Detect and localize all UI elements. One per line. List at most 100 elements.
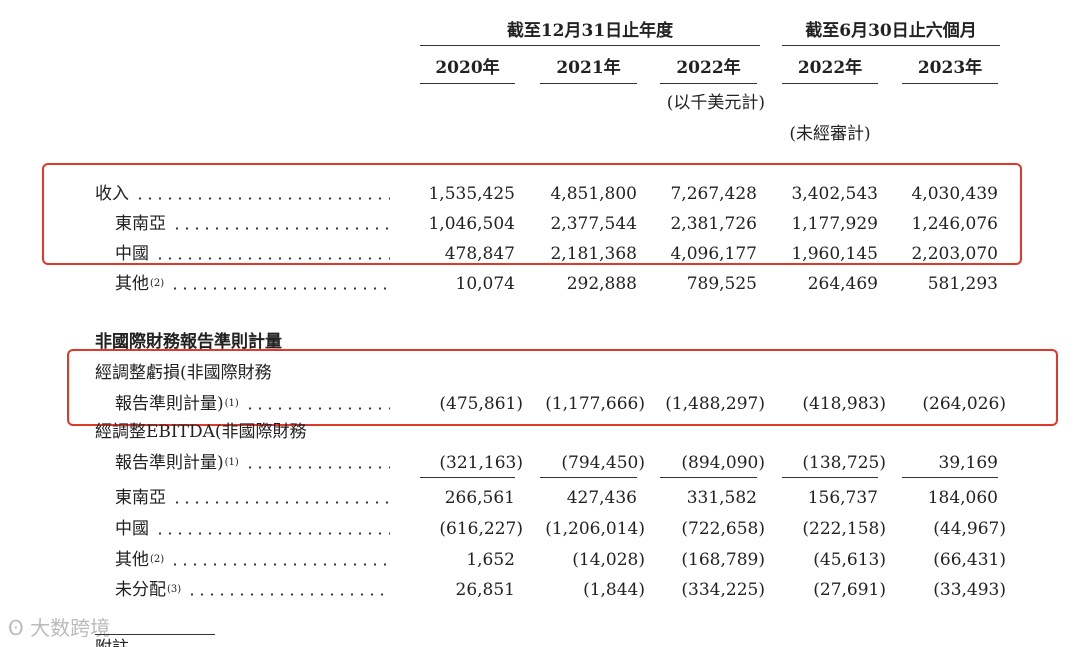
cell-value: (794,450) — [561, 453, 645, 473]
row-label: 經調整虧損(非國際財務 — [95, 363, 272, 383]
cell-value: 1,535,425 — [428, 184, 515, 204]
rule — [782, 45, 1000, 46]
cell-value: 1,046,504 — [428, 214, 515, 234]
rule — [902, 477, 998, 478]
cell-value: 478,847 — [444, 244, 515, 264]
row-label: 其他 — [115, 550, 149, 570]
highlight-box — [42, 163, 1022, 265]
cell-value: 2,181,368 — [550, 244, 637, 264]
rule — [660, 83, 757, 84]
rule — [420, 83, 515, 84]
cell-value: 1,246,076 — [911, 214, 998, 234]
row-label: 未分配 — [115, 580, 166, 600]
cell-value: 1,177,929 — [791, 214, 878, 234]
row-label: 收入 — [95, 184, 129, 204]
rule — [95, 634, 215, 635]
cell-value: (334,225) — [681, 580, 765, 600]
group-header: 截至12月31日止年度 — [506, 21, 674, 41]
table-row: 未分配 (3) — [115, 580, 390, 600]
row-label: 中國 — [115, 519, 149, 539]
cell-value: (45,613) — [813, 550, 886, 570]
rule — [420, 45, 760, 46]
table-row: 中國 — [115, 519, 390, 539]
table-row: 其他 (2) — [115, 274, 390, 294]
cell-value: 184,060 — [927, 488, 998, 508]
cell-value: 10,074 — [455, 274, 515, 294]
cell-value: 3,402,543 — [791, 184, 878, 204]
cell-value: 2,203,070 — [911, 244, 998, 264]
cell-value: (1,177,666) — [545, 394, 645, 414]
cell-value: (264,026) — [922, 394, 1006, 414]
footnote-ref: (1) — [224, 398, 239, 409]
cell-value: (44,967) — [933, 519, 1006, 539]
year-header: 2023年 — [917, 58, 983, 78]
row-label: 東南亞 — [115, 214, 166, 234]
leader-dots — [170, 563, 390, 566]
year-header: 2021年 — [556, 58, 621, 78]
cell-value: 156,737 — [807, 488, 878, 508]
rule — [782, 477, 878, 478]
cell-value: 427,436 — [566, 488, 637, 508]
rule — [902, 83, 998, 84]
cell-value: 4,030,439 — [911, 184, 998, 204]
cell-value: (168,789) — [681, 550, 765, 570]
row-label: 中國 — [115, 244, 149, 264]
cell-value: (894,090) — [681, 453, 765, 473]
year-header: 2020年 — [435, 58, 500, 78]
cell-value: 581,293 — [927, 274, 998, 294]
table-row: 報告準則計量) (1) — [115, 394, 390, 414]
row-label: 報告準則計量) — [115, 453, 224, 473]
footer-note: 附註 — [95, 638, 129, 647]
rule — [420, 477, 515, 478]
row-label: 其他 — [115, 274, 149, 294]
watermark-text: 大数跨境 — [30, 616, 111, 640]
leader-dots — [244, 466, 390, 469]
cell-value: (722,658) — [681, 519, 765, 539]
highlight-box — [67, 349, 1058, 426]
cell-value: (33,493) — [933, 580, 1006, 600]
cell-value: (1,488,297) — [665, 394, 765, 414]
row-label: 東南亞 — [115, 488, 166, 508]
cell-value: 4,096,177 — [670, 244, 757, 264]
rule — [540, 477, 637, 478]
row-label: 非國際財務報告準則計量 — [95, 332, 282, 352]
watermark: ʘ 大数跨境 — [8, 616, 111, 640]
cell-value: 1,652 — [466, 550, 515, 570]
footnote-ref: (3) — [167, 584, 182, 595]
cell-value: (138,725) — [802, 453, 886, 473]
table-row: 經調整虧損(非國際財務 — [95, 363, 272, 383]
rule — [782, 83, 878, 84]
table-row: 東南亞 — [115, 214, 390, 234]
rule — [540, 83, 637, 84]
cell-value: (66,431) — [933, 550, 1006, 570]
cell-value: (616,227) — [439, 519, 523, 539]
leader-dots — [187, 593, 390, 596]
table-row: 經調整EBITDA(非國際財務 — [95, 422, 307, 442]
table-row: 其他 (2) — [115, 550, 390, 570]
cell-value: 2,381,726 — [670, 214, 757, 234]
unit-note: (以千美元計) — [666, 93, 765, 113]
leader-dots — [155, 257, 390, 260]
leader-dots — [244, 407, 390, 410]
footnote-ref: (1) — [224, 457, 239, 468]
cell-value: 264,469 — [807, 274, 878, 294]
rule — [660, 477, 757, 478]
cell-value: 39,169 — [938, 453, 998, 473]
unaudited-note: (未經審計) — [789, 124, 871, 144]
cell-value: (1,206,014) — [545, 519, 645, 539]
table-row: 東南亞 — [115, 488, 390, 508]
row-label: 報告準則計量) — [115, 394, 224, 414]
cell-value: 1,960,145 — [791, 244, 878, 264]
leader-dots — [172, 227, 390, 230]
cell-value: (321,163) — [439, 453, 523, 473]
cell-value: 266,561 — [444, 488, 515, 508]
table-row: 報告準則計量) (1) — [115, 453, 390, 473]
table-row: 非國際財務報告準則計量 — [95, 332, 282, 352]
cell-value: (1,844) — [583, 580, 645, 600]
cell-value: 331,582 — [686, 488, 757, 508]
cell-value: 4,851,800 — [550, 184, 637, 204]
cell-value: 789,525 — [686, 274, 757, 294]
leader-dots — [172, 501, 390, 504]
cell-value: (14,028) — [572, 550, 645, 570]
